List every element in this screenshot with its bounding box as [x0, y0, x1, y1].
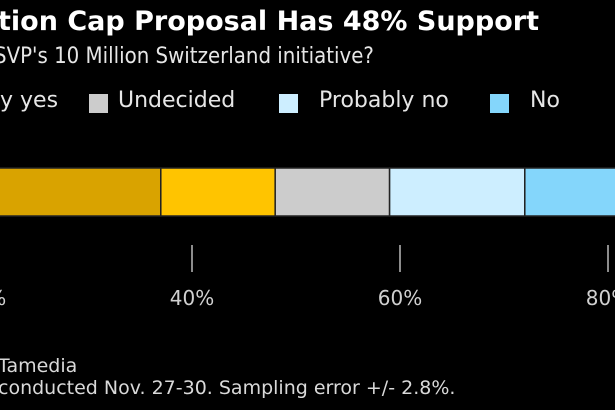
- legend-label-probably-yes: y yes: [0, 88, 59, 113]
- legend-swatch-undecided: [89, 94, 108, 113]
- tick-label: 80%: [586, 286, 615, 310]
- tick-label: 20%: [0, 286, 6, 310]
- tick-label: 60%: [378, 286, 422, 310]
- bar-segment-undecided: [274, 167, 391, 217]
- legend-swatch-no: [490, 94, 509, 113]
- legend-label-undecided: Undecided: [118, 88, 236, 113]
- bar-segment-yes: [0, 167, 162, 217]
- chart-subtitle: SVP's 10 Million Switzerland initiative?: [0, 44, 374, 69]
- chart-title: tion Cap Proposal Has 48% Support: [0, 6, 539, 37]
- legend-label-probably-no: Probably no: [319, 88, 449, 113]
- source-text: Tamedia: [0, 355, 78, 377]
- legend-label-no: No: [530, 88, 560, 113]
- note-text: conducted Nov. 27-30. Sampling error +/-…: [0, 377, 456, 399]
- bar-segment-probably-no: [388, 167, 526, 217]
- bar-segment-probably-yes: [160, 167, 276, 217]
- legend: y yes Undecided Probably no No: [0, 88, 615, 118]
- bar-segment-no: [524, 167, 615, 217]
- tick-label: 40%: [170, 286, 214, 310]
- legend-swatch-probably-no: [279, 94, 298, 113]
